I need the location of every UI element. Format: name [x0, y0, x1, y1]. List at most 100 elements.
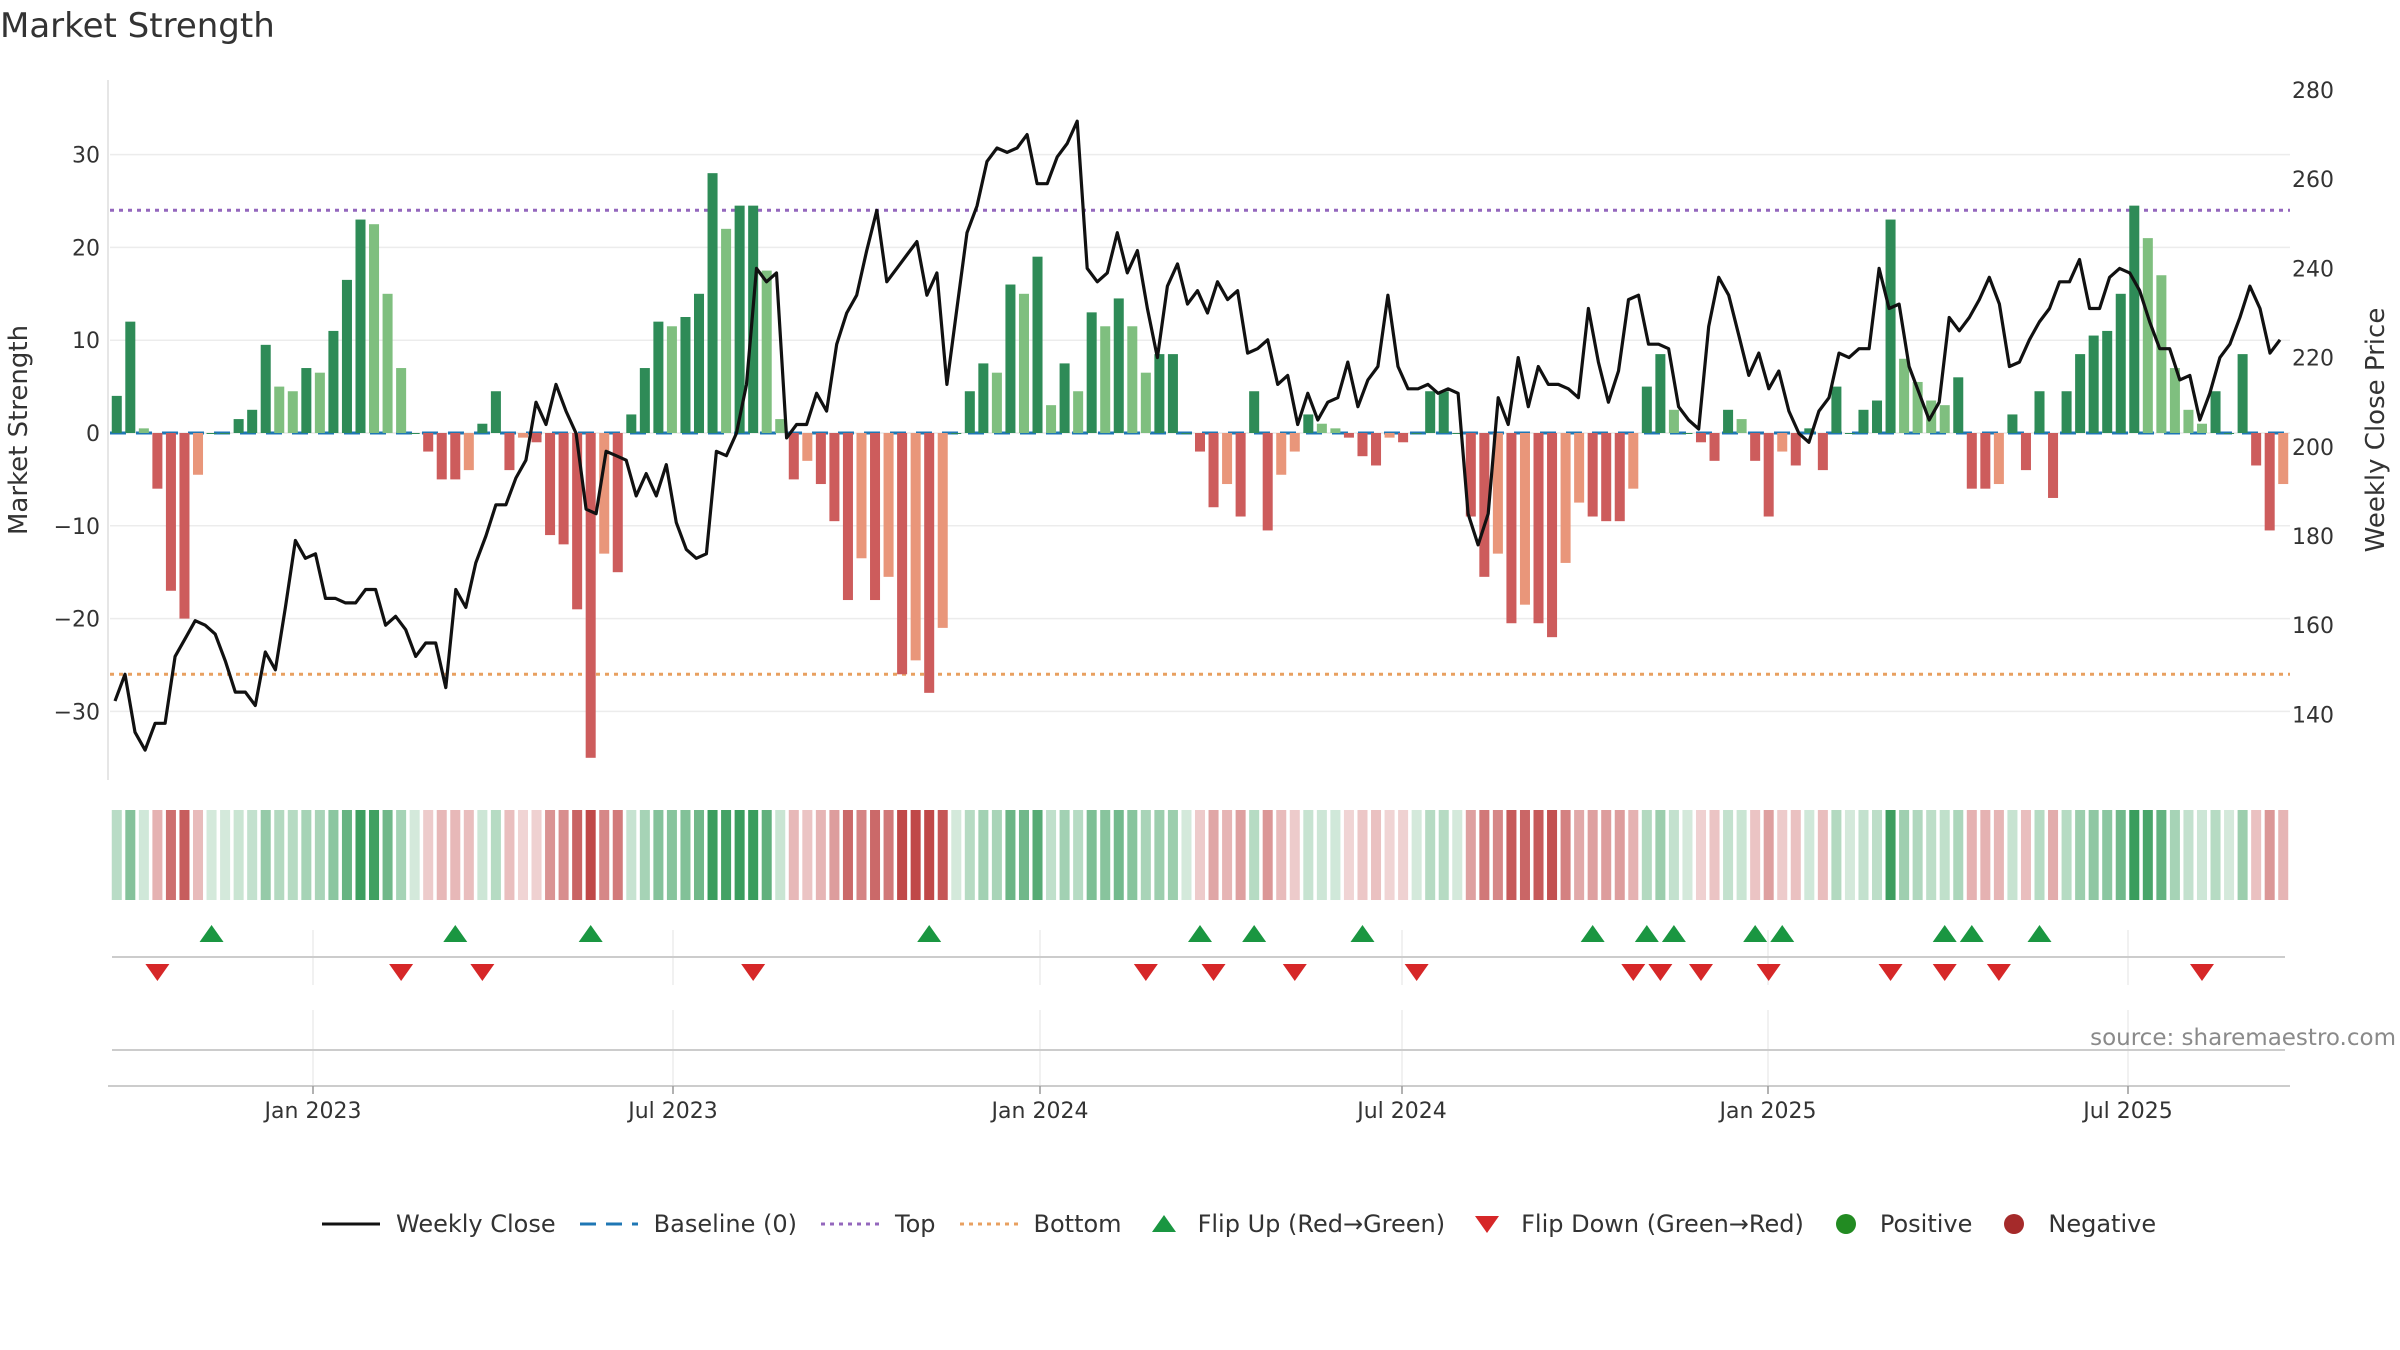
- strength-bar: [504, 433, 515, 471]
- strength-bar: [1140, 372, 1151, 433]
- flip-up-marker: [1661, 925, 1686, 942]
- strength-bar: [1980, 433, 1991, 489]
- legend-item-bottom[interactable]: Bottom: [958, 1210, 1122, 1238]
- triangle-up-icon: [1151, 1215, 1176, 1232]
- strength-bar: [2142, 238, 2153, 433]
- strength-bar: [1858, 409, 1869, 433]
- legend-item-weekly-close[interactable]: Weekly Close: [320, 1210, 556, 1238]
- heat-cell: [1208, 810, 1219, 900]
- legend-item-flip-down[interactable]: Flip Down (Green→Red): [1467, 1210, 1804, 1238]
- legend-item-top[interactable]: Top: [819, 1210, 936, 1238]
- y2-tick-label: 280: [2292, 79, 2334, 104]
- strength-bar: [165, 433, 176, 591]
- strength-bar: [1831, 386, 1842, 433]
- heat-cell: [1276, 810, 1287, 900]
- heat-cell: [1316, 810, 1327, 900]
- heat-cell: [1127, 810, 1138, 900]
- strength-bar: [1695, 433, 1707, 443]
- strength-bar: [2169, 368, 2180, 433]
- heat-cell: [1763, 810, 1774, 900]
- strength-bar: [369, 224, 380, 433]
- strength-bar: [396, 368, 407, 433]
- dotted-swatch-icon: [821, 1222, 880, 1226]
- strength-bar: [2237, 354, 2248, 433]
- legend-item-negative[interactable]: Negative: [1994, 1210, 2156, 1238]
- heat-cell: [2264, 810, 2275, 900]
- legend-item-baseline[interactable]: Baseline (0): [578, 1210, 797, 1238]
- strength-bar: [666, 326, 677, 433]
- strength-bar: [1709, 433, 1720, 461]
- legend-label: Top: [895, 1210, 936, 1238]
- heat-cell: [1533, 810, 1544, 900]
- flip-down-marker: [1133, 964, 1158, 981]
- strength-bar: [558, 433, 569, 545]
- strength-bar: [1235, 433, 1246, 517]
- legend-label: Bottom: [1033, 1210, 1122, 1238]
- y-tick-label: 0: [86, 422, 100, 447]
- heat-cell: [1953, 810, 1964, 900]
- heat-cell: [883, 810, 894, 900]
- heat-cell: [1113, 810, 1124, 900]
- flip-down-marker: [1878, 964, 1903, 981]
- legend-item-positive[interactable]: Positive: [1826, 1210, 1972, 1238]
- strength-bar: [951, 433, 962, 434]
- heat-cell: [666, 810, 677, 900]
- strength-bar: [1086, 312, 1097, 433]
- flip-down-marker: [1282, 964, 1307, 981]
- heat-cell: [2251, 810, 2262, 900]
- line-swatch-icon: [322, 1222, 380, 1226]
- legend: Weekly Close Baseline (0) Top Bottom Fli…: [320, 1210, 2178, 1238]
- heat-cell: [1601, 810, 1612, 900]
- strength-bar: [1668, 409, 1679, 433]
- strength-bar: [1966, 433, 1977, 489]
- strength-bar: [1059, 363, 1070, 433]
- strength-bar: [314, 372, 325, 433]
- heat-cell: [1425, 810, 1436, 900]
- heat-cell: [1073, 810, 1084, 900]
- red-dot-icon: [2004, 1214, 2025, 1234]
- heat-cell: [802, 810, 813, 900]
- strength-heat-strip: [111, 810, 2289, 900]
- flip-up-marker: [578, 925, 603, 942]
- heat-cell: [1844, 810, 1855, 900]
- heat-cell: [2224, 810, 2235, 900]
- heat-cell: [1032, 810, 1043, 900]
- heat-cell: [1262, 810, 1273, 900]
- heat-cell: [369, 810, 380, 900]
- legend-item-flip-up[interactable]: Flip Up (Red→Green): [1144, 1210, 1446, 1238]
- heat-cell: [1655, 810, 1666, 900]
- strength-bar: [1113, 298, 1124, 433]
- heat-cell: [1384, 810, 1395, 900]
- strength-bar: [2115, 293, 2126, 433]
- flip-down-marker: [741, 964, 766, 981]
- heat-cell: [1100, 810, 1111, 900]
- y-tick-label: −30: [54, 700, 100, 725]
- heat-cell: [1235, 810, 1246, 900]
- strength-bar: [2224, 433, 2235, 434]
- strength-bar: [1208, 433, 1219, 508]
- heat-cell: [1899, 810, 1910, 900]
- heat-cell: [2142, 810, 2153, 900]
- strength-bar: [2251, 433, 2262, 466]
- heat-cell: [1804, 810, 1815, 900]
- heat-cell: [125, 810, 136, 900]
- strength-bar: [111, 395, 122, 433]
- strength-bar: [206, 433, 217, 434]
- flip-up-marker: [199, 925, 224, 942]
- strength-bar: [707, 173, 718, 433]
- x-tick-label: Jul 2023: [626, 1099, 718, 1124]
- strength-bar: [1790, 433, 1801, 466]
- heat-cell: [355, 810, 366, 900]
- heat-cell: [748, 810, 759, 900]
- flip-up-marker: [917, 925, 942, 942]
- legend-label: Flip Up (Red→Green): [1197, 1210, 1446, 1238]
- strength-bar: [2264, 433, 2275, 531]
- strength-bar: [1181, 433, 1192, 434]
- heat-cell: [2007, 810, 2018, 900]
- strength-bar: [436, 433, 447, 480]
- flip-up-marker: [1350, 925, 1375, 942]
- heat-cell: [1330, 810, 1341, 900]
- y2-tick-label: 140: [2292, 703, 2334, 728]
- heat-cell: [1777, 810, 1788, 900]
- heat-cell: [1587, 810, 1598, 900]
